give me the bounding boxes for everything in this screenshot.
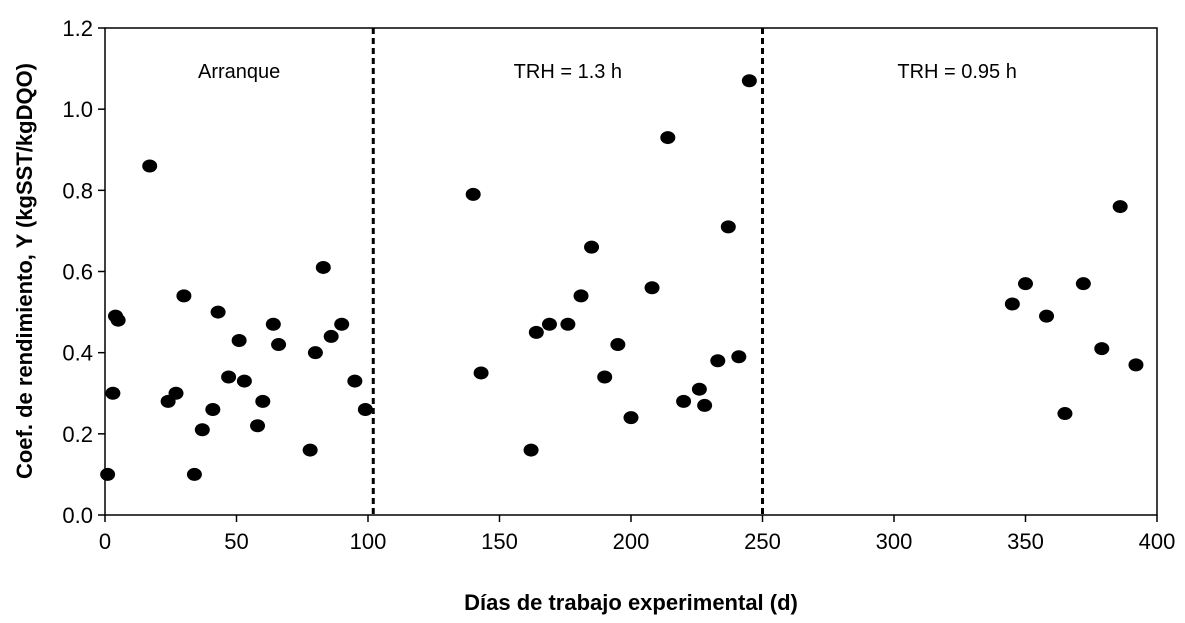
data-point <box>323 329 339 343</box>
data-point <box>205 402 221 416</box>
y-tick-label: 0.2 <box>62 422 93 447</box>
y-tick-label: 1.0 <box>62 97 93 122</box>
data-point <box>100 467 116 481</box>
data-point <box>221 370 237 384</box>
data-point <box>573 289 589 303</box>
data-point <box>1004 297 1020 311</box>
phase-label: TRH = 1.3 h <box>514 61 622 83</box>
data-point <box>271 338 287 352</box>
data-point <box>210 305 226 319</box>
data-point <box>731 350 747 364</box>
plot-area <box>104 27 1158 516</box>
x-tick-label: 250 <box>744 529 781 554</box>
data-point <box>1112 200 1128 214</box>
phase-label: TRH = 0.95 h <box>897 61 1017 83</box>
y-tick-label: 0.0 <box>62 503 93 528</box>
data-point <box>697 398 713 412</box>
data-point <box>142 159 158 173</box>
data-point <box>720 220 736 234</box>
phase-label: Arranque <box>198 61 280 83</box>
data-point <box>676 394 692 408</box>
data-point <box>1094 342 1110 356</box>
y-tick-label: 0.6 <box>62 260 93 285</box>
data-point <box>302 443 318 457</box>
data-point <box>1039 309 1055 323</box>
data-point <box>105 386 121 400</box>
data-point <box>1075 277 1091 291</box>
x-axis-ticks: 0 50 100 150 200 250 300 350 400 <box>99 515 1175 554</box>
data-point <box>265 317 281 331</box>
data-point <box>186 467 202 481</box>
data-point <box>610 338 626 352</box>
data-point <box>644 281 660 295</box>
x-tick-label: 400 <box>1139 529 1176 554</box>
x-tick-label: 350 <box>1007 529 1044 554</box>
data-point <box>541 317 557 331</box>
data-point <box>315 260 331 274</box>
data-point <box>236 374 252 388</box>
data-point <box>334 317 350 331</box>
data-point <box>710 354 726 368</box>
x-tick-label: 200 <box>613 529 650 554</box>
data-point <box>660 131 676 145</box>
data-point <box>307 346 323 360</box>
x-tick-label: 50 <box>224 529 248 554</box>
data-point <box>528 325 544 339</box>
data-point <box>691 382 707 396</box>
y-axis-ticks: 0.0 0.2 0.4 0.6 0.8 1.0 1.2 <box>62 16 105 528</box>
data-point <box>623 411 639 425</box>
data-point <box>110 313 126 327</box>
x-tick-label: 300 <box>876 529 913 554</box>
data-point <box>357 402 373 416</box>
x-axis-title: Días de trabajo experimental (d) <box>464 590 798 615</box>
data-point <box>597 370 613 384</box>
data-point <box>250 419 266 433</box>
data-point <box>347 374 363 388</box>
x-tick-label: 100 <box>350 529 387 554</box>
phase-dividers <box>371 28 764 515</box>
data-point <box>194 423 210 437</box>
data-point <box>473 366 489 380</box>
data-points <box>100 74 1144 481</box>
y-tick-label: 0.4 <box>62 341 93 366</box>
x-tick-label: 0 <box>99 529 111 554</box>
y-tick-label: 1.2 <box>62 16 93 41</box>
y-tick-label: 0.8 <box>62 178 93 203</box>
data-point <box>255 394 271 408</box>
data-point <box>523 443 539 457</box>
y-axis-title: Coef. de rendimiento, Y (kgSST/kgDQO) <box>12 63 37 479</box>
data-point <box>1128 358 1144 372</box>
data-point <box>584 240 600 254</box>
data-point <box>176 289 192 303</box>
phase-labels: Arranque TRH = 1.3 h TRH = 0.95 h <box>198 61 1017 83</box>
data-point <box>560 317 576 331</box>
data-point <box>465 187 481 201</box>
data-point <box>231 333 247 347</box>
data-point <box>1057 407 1073 421</box>
x-tick-label: 150 <box>481 529 518 554</box>
data-point <box>741 74 757 88</box>
data-point <box>1018 277 1033 291</box>
data-point <box>168 386 184 400</box>
